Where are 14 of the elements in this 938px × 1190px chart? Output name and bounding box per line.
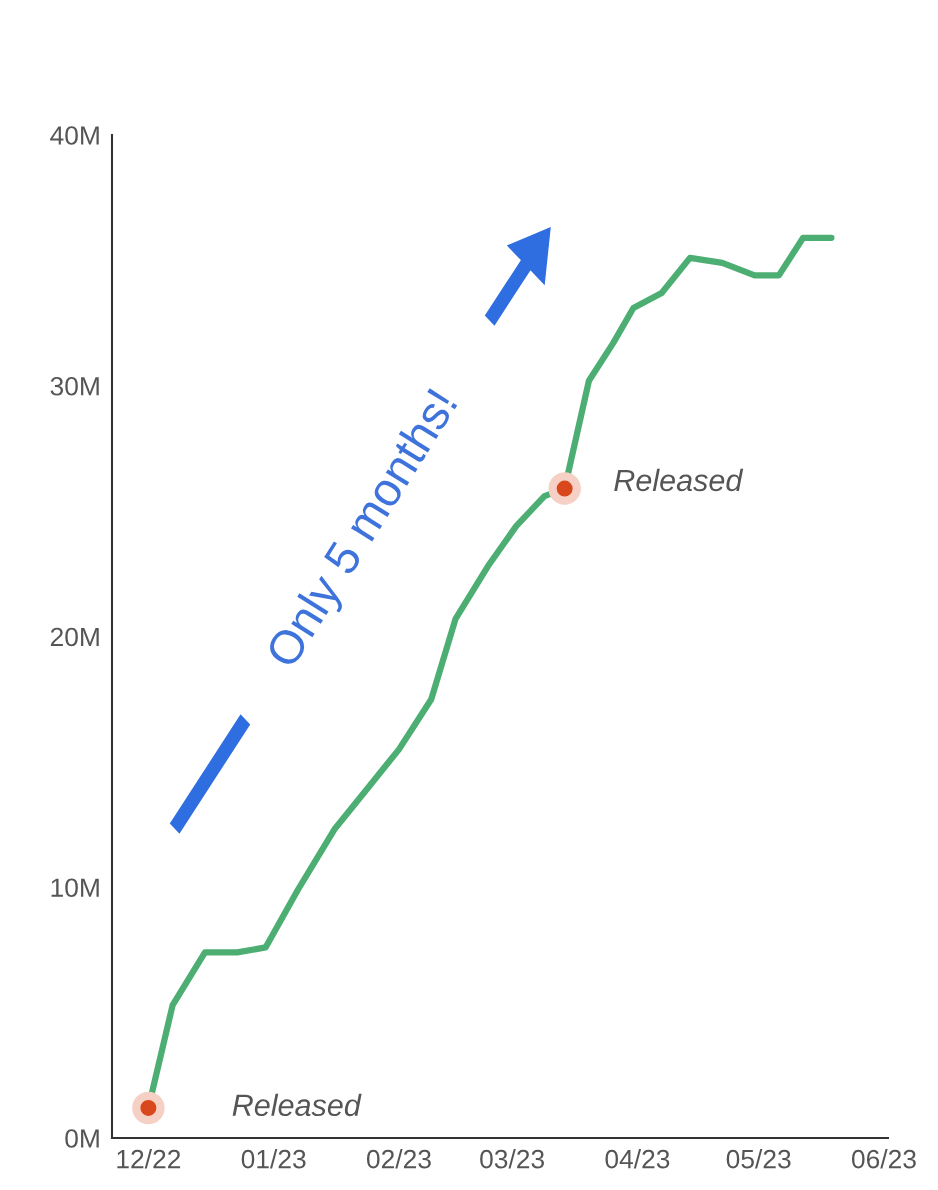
y-tick-label: 10M: [51, 878, 99, 898]
y-tick-label: 30M: [50, 376, 99, 396]
x-tick-label: 02/23: [366, 1149, 431, 1169]
x-tick-label: 06/23: [851, 1149, 916, 1169]
y-tick-label: 0M: [65, 1129, 99, 1148]
x-tick-label: 05/23: [726, 1149, 791, 1169]
x-tick-label: 04/23: [605, 1149, 670, 1169]
annotation: Released: [614, 468, 744, 492]
y-tick-label: 40M: [50, 126, 99, 145]
x-tick-label: 03/23: [480, 1149, 544, 1169]
y-tick-label: 20M: [50, 627, 99, 647]
x-tick-label: 12/22: [117, 1149, 181, 1169]
x-tick-label: 01/23: [241, 1149, 306, 1169]
annotation: Released: [232, 1093, 362, 1117]
